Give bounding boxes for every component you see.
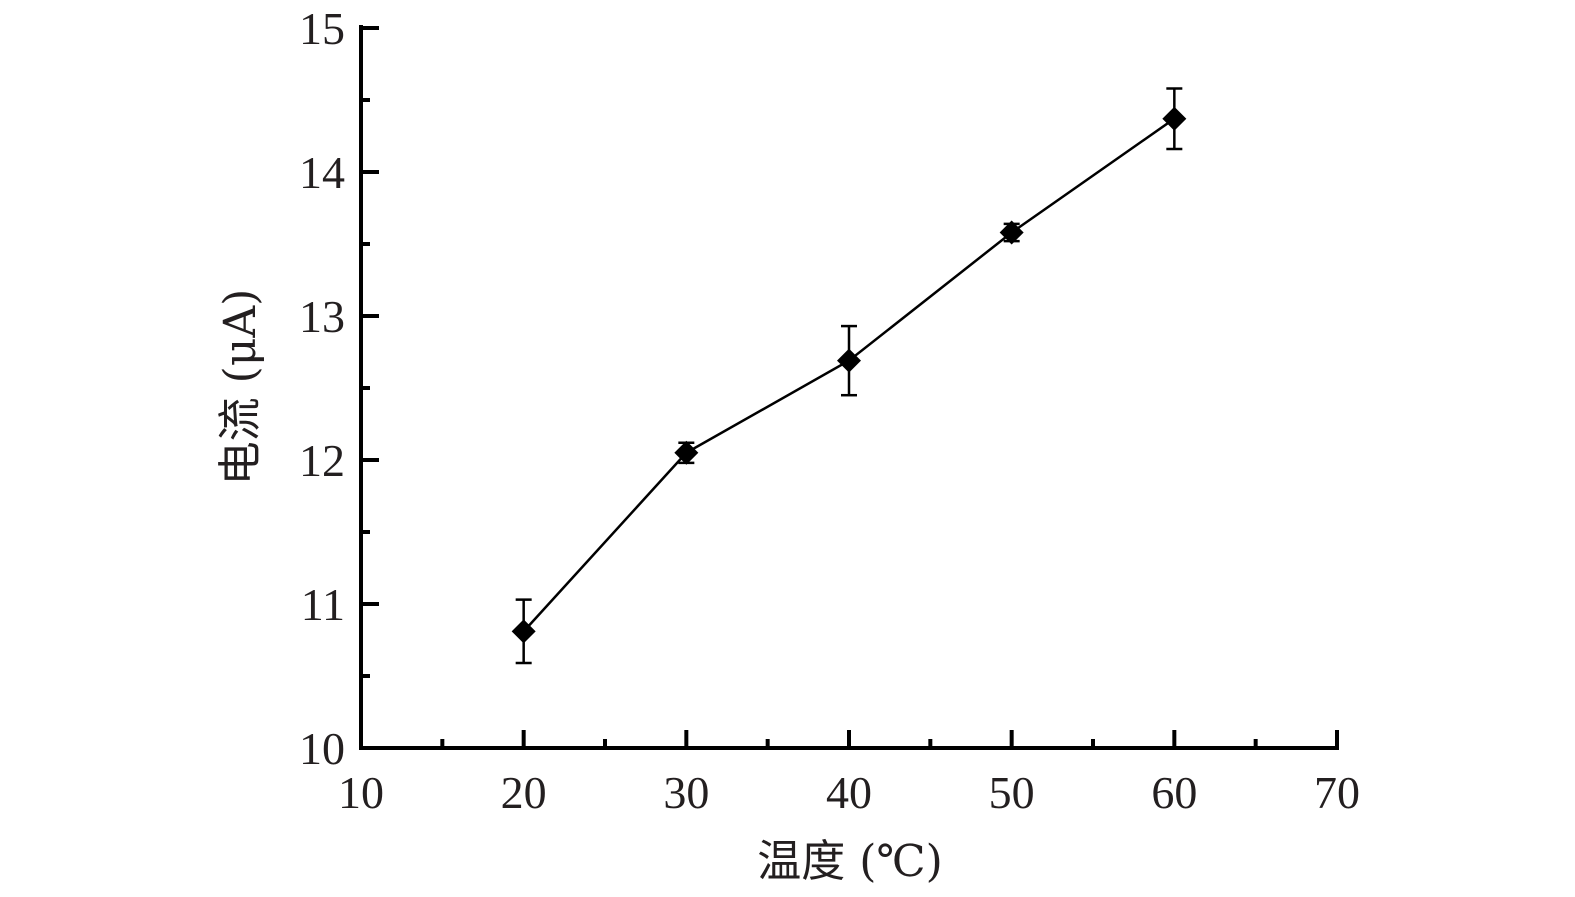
- data-point-marker: [1162, 106, 1187, 131]
- data-point-marker: [511, 619, 536, 644]
- x-tick-label: 30: [663, 767, 709, 818]
- plot-area: 10 11 12 13 14 15 10 20 30 40 50 60 70: [299, 3, 1360, 818]
- y-axis-title: 电流 (μA): [215, 289, 266, 486]
- axis-ticks: [359, 26, 1339, 750]
- y-tick-label: 11: [301, 579, 345, 630]
- data-point-marker: [674, 440, 699, 465]
- x-tick-label: 20: [501, 767, 547, 818]
- y-tick-label: 10: [299, 723, 345, 774]
- x-tick-label: 40: [826, 767, 872, 818]
- y-tick-label: 12: [299, 435, 345, 486]
- data-point-marker: [837, 348, 861, 373]
- y-tick-label: 15: [299, 3, 345, 54]
- x-tick-label: 10: [338, 767, 384, 818]
- axis-tick-labels: 10 11 12 13 14 15 10 20 30 40 50 60 70: [299, 3, 1360, 818]
- x-tick-label: 60: [1151, 767, 1197, 818]
- x-tick-label: 50: [989, 767, 1035, 818]
- x-tick-label: 70: [1314, 767, 1360, 818]
- series-layer: [511, 87, 1187, 665]
- y-tick-label: 13: [299, 291, 345, 342]
- data-point-marker: [999, 220, 1024, 245]
- y-tick-label: 14: [299, 147, 345, 198]
- x-axis-title: 温度 (℃): [757, 836, 943, 887]
